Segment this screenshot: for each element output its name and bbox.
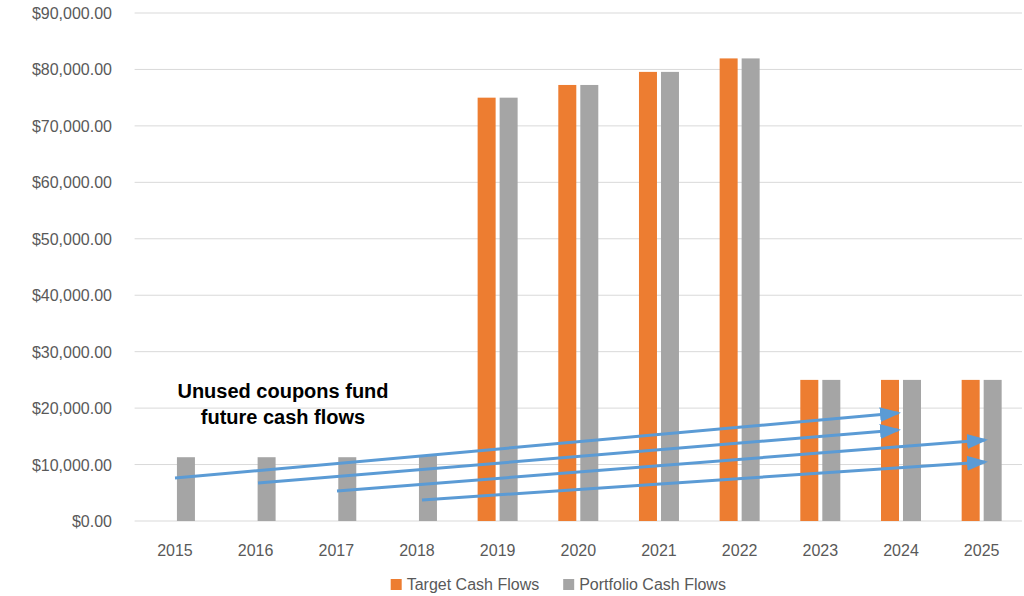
legend-label: Portfolio Cash Flows: [579, 576, 726, 593]
bar: [177, 457, 195, 521]
bar: [500, 98, 518, 521]
y-tick-label: $80,000.00: [32, 61, 112, 78]
legend-swatch: [391, 579, 402, 590]
bars: [177, 58, 1002, 521]
bar: [258, 457, 276, 521]
y-tick-label: $90,000.00: [32, 5, 112, 22]
annotation: Unused coupons fund future cash flows: [177, 380, 388, 428]
y-tick-label: $10,000.00: [32, 457, 112, 474]
grid-line: [135, 69, 1022, 70]
arrow: [422, 462, 985, 500]
annotation-line: future cash flows: [201, 406, 365, 428]
bar: [720, 58, 738, 521]
grid-line: [135, 238, 1022, 239]
legend-label: Target Cash Flows: [407, 576, 540, 593]
x-tick-label: 2020: [561, 542, 597, 559]
x-tick-label: 2024: [883, 542, 919, 559]
x-tick-label: 2023: [803, 542, 839, 559]
annotation-line: Unused coupons fund: [177, 380, 388, 402]
x-tick-label: 2015: [157, 542, 193, 559]
x-tick-label: 2019: [480, 542, 516, 559]
chart: $0.00 $10,000.00 $20,000.00 $30,000.00 $40,0…: [0, 0, 1024, 596]
x-tick-label: 2022: [722, 542, 758, 559]
y-tick-label: $20,000.00: [32, 400, 112, 417]
x-tick-label: 2018: [399, 542, 435, 559]
bar: [881, 380, 899, 521]
bar: [236, 521, 254, 522]
grid-line: [135, 351, 1022, 352]
bar: [397, 521, 415, 522]
legend: Target Cash Flows Portfolio Cash Flows: [391, 576, 726, 593]
bar: [155, 521, 173, 522]
bar: [962, 380, 980, 521]
bar: [742, 58, 760, 521]
x-tick-label: 2025: [964, 542, 1000, 559]
x-tick-label: 2016: [238, 542, 274, 559]
y-tick-label: $60,000.00: [32, 174, 112, 191]
y-tick-label: $50,000.00: [32, 231, 112, 248]
bar: [316, 521, 334, 522]
legend-swatch: [563, 579, 574, 590]
bar: [903, 380, 921, 521]
y-tick-label: $40,000.00: [32, 287, 112, 304]
grid-line: [135, 182, 1022, 183]
grid-line: [135, 125, 1022, 126]
y-tick-label: $70,000.00: [32, 118, 112, 135]
grid-line: [135, 295, 1022, 296]
bar: [419, 456, 437, 521]
x-tick-label: 2017: [318, 542, 354, 559]
y-tick-label: $30,000.00: [32, 344, 112, 361]
x-tick-label: 2021: [641, 542, 677, 559]
bar: [661, 72, 679, 521]
y-tick-label: $0.00: [72, 513, 112, 530]
bar: [478, 98, 496, 521]
bar: [639, 72, 657, 521]
grid-line: [135, 13, 1022, 14]
bar: [800, 380, 818, 521]
bar: [984, 380, 1002, 521]
